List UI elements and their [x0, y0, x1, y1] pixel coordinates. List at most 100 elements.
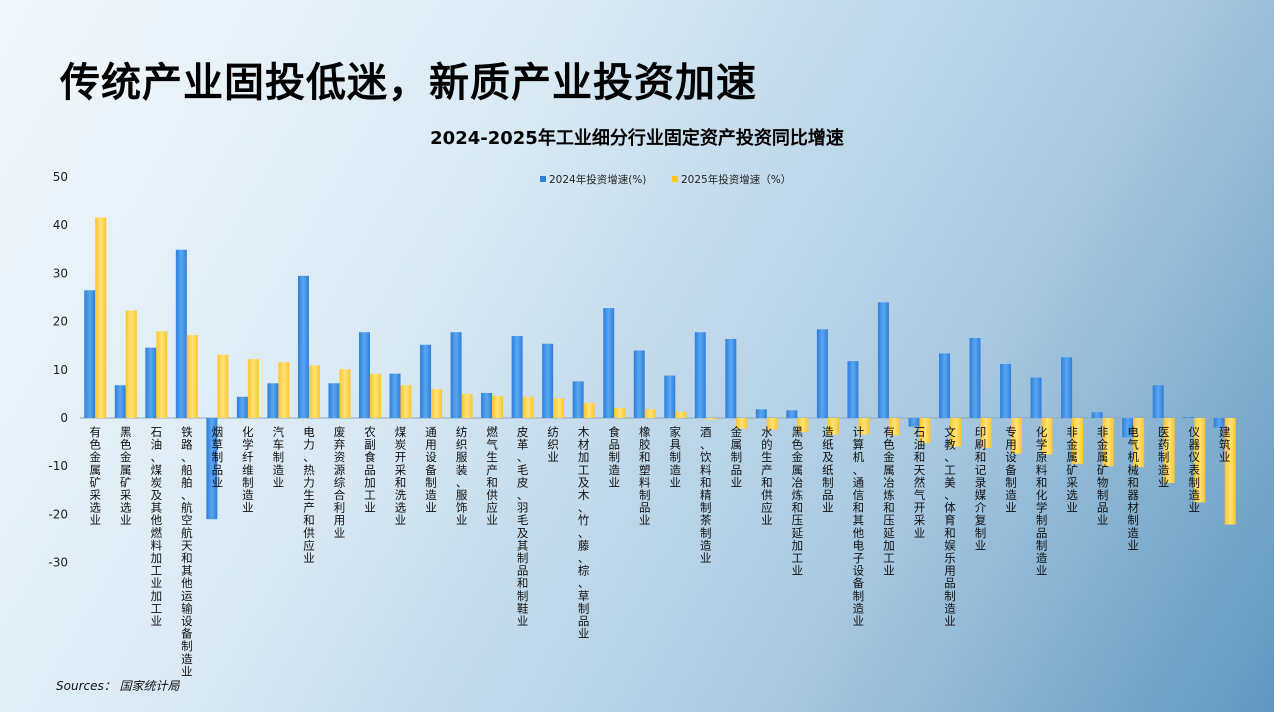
category-label: 烟草制品业 — [212, 425, 224, 489]
bar-2024 — [1030, 377, 1042, 418]
bar-2024 — [450, 332, 462, 418]
y-tick-label: -20 — [48, 507, 68, 521]
y-tick-label: 0 — [60, 411, 68, 425]
bar-2024 — [633, 350, 645, 418]
bar-2024 — [1000, 364, 1012, 418]
category-label: 仪器仪表制造业 — [1188, 425, 1200, 515]
bar-2024 — [1213, 418, 1225, 428]
bar-2025 — [553, 398, 565, 418]
category-label: 水的生产和供应业 — [761, 425, 773, 527]
category-label: 非金属矿物制品业 — [1097, 425, 1109, 527]
bar-2025 — [1224, 418, 1236, 525]
bar-2025 — [950, 418, 961, 447]
bar-2024 — [694, 332, 706, 418]
category-label: 化学纤维制造业 — [242, 425, 254, 515]
category-label: 木材加工及木、竹、藤、棕、草制品业 — [578, 425, 590, 641]
chart-title: 2024-2025年工业细分行业固定资产投资同比增速 — [430, 128, 844, 149]
bar-2025 — [156, 331, 168, 418]
bar-2024 — [725, 338, 737, 418]
category-label: 石油和天然气开采业 — [914, 425, 926, 540]
category-label: 造纸及纸制品业 — [822, 425, 834, 515]
category-label: 农副食品加工业 — [364, 425, 376, 515]
bar-2025 — [644, 409, 656, 418]
bar-2025 — [1102, 418, 1114, 467]
y-tick-label: 40 — [53, 218, 68, 232]
bar-2024 — [206, 418, 218, 520]
bar-2024 — [1183, 417, 1195, 418]
bar-2024 — [1152, 385, 1164, 418]
bar-2024 — [1091, 412, 1103, 418]
bar-2024 — [908, 418, 920, 427]
bar-2025 — [919, 418, 931, 444]
category-label: 家具制造业 — [670, 425, 682, 489]
category-label: 黑色金属冶炼和压延加工业 — [792, 425, 804, 578]
bar-2024 — [420, 344, 432, 418]
bar-2025 — [278, 362, 290, 418]
y-tick-label: 10 — [53, 363, 68, 377]
category-label: 废弃资源综合利用业 — [334, 425, 346, 540]
category-label: 汽车制造业 — [273, 425, 285, 489]
bar-2025 — [1163, 418, 1175, 484]
category-label: 非金属矿采选业 — [1066, 425, 1078, 515]
bar-2025 — [492, 395, 504, 418]
bar-2024 — [847, 361, 859, 418]
bar-2024 — [175, 249, 187, 418]
bar-2025 — [308, 365, 320, 418]
bar-2025 — [1133, 418, 1145, 468]
category-label: 有色金属冶炼和压延加工业 — [883, 425, 895, 578]
category-label: 皮革、毛皮、羽毛及其制品和制鞋业 — [517, 425, 529, 628]
bar-2024 — [511, 336, 523, 418]
bar-2025 — [247, 359, 259, 418]
bar-2025 — [888, 418, 900, 436]
bar-2025 — [400, 385, 412, 418]
bar-2025 — [1194, 418, 1206, 503]
bar-2024 — [236, 396, 248, 418]
category-label: 建筑业 — [1219, 425, 1231, 464]
category-label: 电力、热力生产和供应业 — [303, 425, 315, 565]
bar-2025 — [1041, 418, 1053, 455]
category-label: 纺织服装、服饰业 — [456, 425, 468, 527]
bar-2025 — [827, 418, 839, 435]
y-tick-label: -10 — [48, 459, 68, 473]
category-label: 煤炭开采和洗选业 — [395, 425, 407, 527]
y-tick-label: 30 — [53, 266, 68, 280]
bar-2024 — [664, 375, 676, 418]
bar-2024 — [877, 302, 889, 418]
legend-label-2024: 2024年投资增速(%) — [549, 173, 646, 186]
category-label: 铁路、船舶、航空航天和其他运输设备制造业 — [181, 425, 193, 678]
category-label: 食品制造业 — [608, 425, 620, 489]
category-label: 黑色金属矿采选业 — [120, 425, 132, 527]
category-label: 电气机械和器材制造业 — [1127, 425, 1139, 552]
bar-2025 — [522, 396, 534, 418]
bar-2025 — [431, 389, 443, 418]
bar-2025 — [95, 217, 107, 418]
category-label: 金属制品业 — [731, 425, 743, 489]
bar-2024 — [969, 337, 981, 418]
bar-2025 — [766, 418, 778, 430]
bar-2024 — [603, 308, 615, 418]
bar-2025 — [583, 403, 595, 418]
bar-2024 — [328, 383, 340, 418]
bar-2025 — [186, 335, 198, 418]
category-label: 文教、工美、体育和娱乐用品制造业 — [944, 425, 956, 628]
bar-2024 — [816, 329, 828, 418]
bar-2025 — [980, 418, 992, 448]
bar-2024 — [84, 290, 96, 418]
bar-2024 — [1061, 357, 1073, 418]
bar-2025 — [125, 310, 137, 418]
bar-2024 — [542, 343, 554, 418]
bar-2025 — [675, 411, 687, 418]
legend-swatch-2025 — [672, 176, 678, 182]
category-label: 石油、煤炭及其他燃料加工业加工业 — [151, 425, 163, 628]
source-note: Sources： 国家统计局 — [56, 679, 180, 693]
bar-2025 — [614, 407, 626, 418]
bar-2024 — [114, 385, 126, 418]
y-tick-label: 20 — [53, 315, 68, 329]
bar-2024 — [389, 373, 401, 418]
page-headline: 传统产业固投低迷，新质产业投资加速 — [60, 60, 757, 106]
bar-2024 — [939, 353, 950, 418]
category-label: 燃气生产和供应业 — [486, 425, 498, 527]
bar-2024 — [755, 409, 767, 418]
bar-2025 — [858, 418, 870, 435]
bar-2024 — [297, 275, 309, 418]
